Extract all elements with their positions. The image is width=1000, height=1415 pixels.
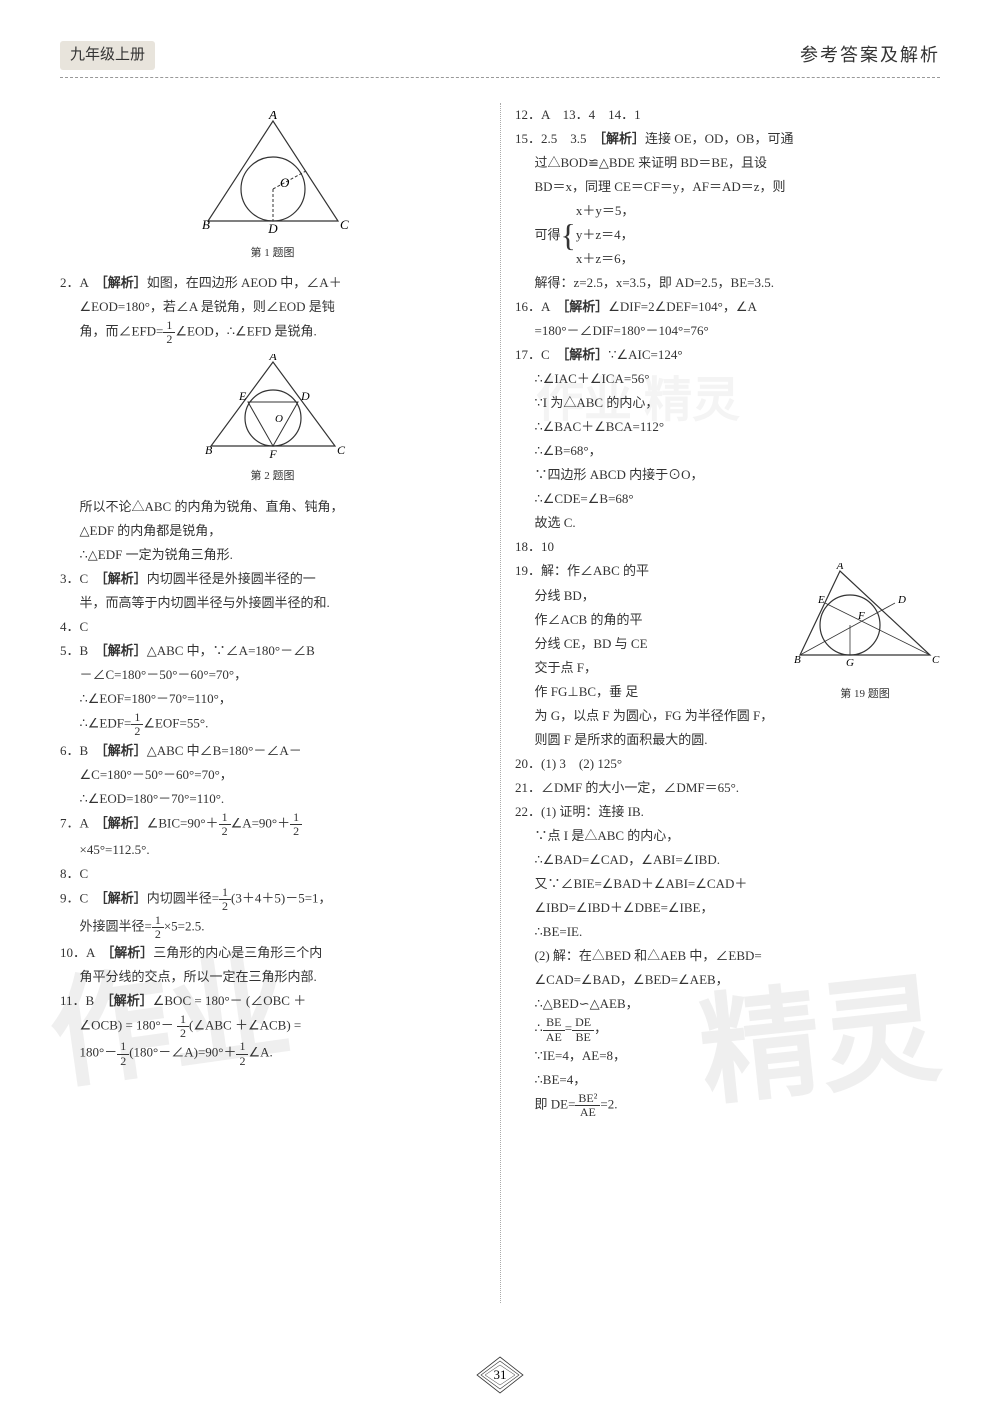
text: －∠C=180°－50°－60°=70°，	[60, 663, 485, 687]
text: 如图，在四边形 AEOD 中，∠A＋	[147, 275, 342, 290]
q21: 21．∠DMF 的大小一定，∠DMF＝65°.	[515, 776, 940, 800]
figure-2-caption: 第 2 题图	[60, 466, 485, 486]
q3-num: 3．C	[60, 571, 88, 586]
q22-num: 22．	[515, 804, 541, 819]
svg-text:B: B	[205, 443, 213, 457]
q9-num: 9．C	[60, 891, 88, 906]
svg-text:C: C	[340, 217, 349, 232]
svg-text:B: B	[794, 654, 801, 666]
svg-text:D: D	[267, 221, 278, 236]
text: ∴△EDF 一定为锐角三角形.	[60, 543, 485, 567]
text: ∴∠B=68°，	[515, 439, 940, 463]
text: 半，而高等于内切圆半径与外接圆半径的和.	[60, 591, 485, 615]
text: 过△BOD≌△BDE 来证明 BD＝BE，且设	[515, 151, 940, 175]
text: ∴∠EOF=180°－70°=110°，	[60, 687, 485, 711]
figure-19-caption: 第 19 题图	[790, 684, 940, 704]
q20: 20．(1) 3 (2) 125°	[515, 752, 940, 776]
svg-text:A: A	[268, 111, 277, 122]
svg-text:31: 31	[494, 1367, 507, 1382]
q16-num: 16．A	[515, 299, 550, 314]
q2-num: 2．A	[60, 275, 88, 290]
figure-1: A B C D O 第 1 题图	[60, 111, 485, 263]
text: BD＝x，同理 CE＝CF＝y，AF＝AD＝z，则	[515, 175, 940, 199]
left-column: A B C D O 第 1 题图 2．A ［解析］如图，在四边形 AEOD 中，…	[60, 103, 485, 1333]
svg-text:F: F	[857, 610, 865, 622]
q4: 4．C	[60, 615, 485, 639]
text: ×45°=112.5°.	[60, 838, 485, 862]
q6-num: 6．B	[60, 743, 88, 758]
text: △ABC 中，∵∠A=180°－∠B	[147, 643, 315, 658]
svg-text:D: D	[300, 389, 310, 403]
text: 所以不论△ABC 的内角为锐角、直角、钝角，	[60, 495, 485, 519]
svg-text:A: A	[836, 563, 844, 572]
page-header: 九年级上册 参考答案及解析	[60, 40, 940, 78]
svg-text:C: C	[932, 654, 940, 666]
q12-14: 12．A 13．4 14．1	[515, 103, 940, 127]
svg-text:E: E	[238, 389, 247, 403]
svg-text:D: D	[897, 594, 906, 606]
svg-text:B: B	[202, 217, 210, 232]
text: 角平分线的交点，所以一定在三角形内部.	[60, 965, 485, 989]
page-number: 31	[475, 1355, 525, 1395]
q10-num: 10．A	[60, 945, 95, 960]
analysis-label: ［解析］	[101, 275, 147, 290]
text: ∴∠EOD=180°－70°=110°.	[60, 787, 485, 811]
text: ∴∠BAC＋∠BCA=112°	[515, 415, 940, 439]
svg-text:O: O	[275, 413, 283, 425]
text: 故选 C.	[515, 511, 940, 535]
svg-text:G: G	[846, 657, 854, 669]
q18: 18．10	[515, 535, 940, 559]
svg-text:E: E	[817, 594, 825, 606]
q8: 8．C	[60, 862, 485, 886]
column-divider	[500, 103, 501, 1303]
page-title: 参考答案及解析	[800, 40, 940, 71]
text: ∠C=180°－50°－60°=70°，	[60, 763, 485, 787]
q7-num: 7．A	[60, 815, 88, 830]
figure-19: A B C D E F G 第 19 题图	[790, 563, 940, 703]
right-column: 12．A 13．4 14．1 15．2.5 3.5 ［解析］连接 OE，OD，O…	[515, 103, 940, 1333]
text: ∴∠IAC＋∠ICA=56°	[515, 367, 940, 391]
text: △EDF 的内角都是锐角，	[60, 519, 485, 543]
text: 角，而∠EFD=	[80, 324, 164, 339]
text: ∠EOD，∴∠EFD 是锐角.	[175, 324, 316, 339]
svg-text:A: A	[268, 354, 277, 363]
q17-num: 17．C	[515, 347, 550, 362]
text: ∵I 为△ABC 的内心，	[515, 391, 940, 415]
grade-badge: 九年级上册	[60, 41, 155, 71]
q15-num: 15．2.5 3.5	[515, 131, 587, 146]
text: ∴∠CDE=∠B=68°	[515, 487, 940, 511]
text: △ABC 中∠B=180°－∠A－	[147, 743, 302, 758]
content-area: A B C D O 第 1 题图 2．A ［解析］如图，在四边形 AEOD 中，…	[60, 103, 940, 1333]
q11-num: 11．B	[60, 993, 94, 1008]
text: =180°－∠DIF=180°－104°=76°	[515, 319, 940, 343]
text: 解得：z=2.5，x=3.5，即 AD=2.5，BE=3.5.	[515, 271, 940, 295]
svg-text:F: F	[268, 447, 277, 461]
svg-text:O: O	[280, 175, 290, 190]
figure-1-caption: 第 1 题图	[60, 243, 485, 263]
text: 内切圆半径是外接圆半径的一	[147, 571, 316, 586]
text: ∵四边形 ABCD 内接于⊙O，	[515, 463, 940, 487]
svg-text:C: C	[337, 443, 346, 457]
text: ∠EOD=180°，若∠A 是锐角，则∠EOD 是钝	[60, 295, 485, 319]
q5-num: 5．B	[60, 643, 88, 658]
figure-2: A B C E D F O 第 2 题图	[60, 354, 485, 486]
q19-num: 19．	[515, 563, 541, 578]
